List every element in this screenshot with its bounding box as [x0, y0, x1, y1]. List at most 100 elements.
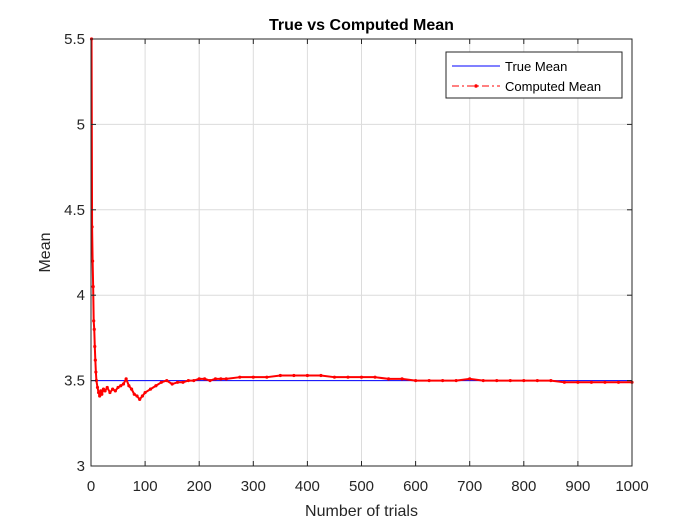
computed-mean-point [332, 375, 337, 379]
computed-mean-point [251, 375, 255, 379]
computed-mean-point [154, 384, 158, 388]
computed-mean-point [111, 387, 115, 391]
computed-mean-point [132, 392, 136, 396]
computed-mean-point [562, 380, 566, 384]
y-tick-label: 5 [77, 116, 85, 133]
computed-mean-point [522, 379, 526, 383]
computed-mean-point [148, 387, 153, 391]
computed-mean-point [92, 319, 96, 323]
x-tick-label: 800 [511, 478, 536, 495]
ticks: 0 100 200 300 400 500 600 700 800 900 1000 3 3.5 4 4.5… [64, 31, 649, 495]
computed-mean-point [113, 389, 117, 393]
computed-mean-point [192, 379, 196, 383]
computed-mean-point [224, 377, 228, 381]
computed-mean-point [616, 380, 621, 384]
computed-mean-point [481, 379, 485, 383]
computed-mean-point [359, 375, 364, 379]
x-tick-label: 1000 [615, 478, 648, 495]
x-tick-label: 100 [133, 478, 158, 495]
computed-mean-point [265, 375, 269, 379]
computed-mean-point [135, 394, 139, 398]
computed-mean-point [95, 385, 100, 390]
computed-mean-point [108, 390, 112, 395]
computed-mean-point [386, 377, 391, 381]
computed-mean-point [103, 389, 107, 393]
computed-mean-point [373, 375, 377, 379]
computed-mean-point [92, 327, 96, 331]
computed-mean-point [96, 390, 101, 395]
legend-box [445, 51, 623, 99]
x-axis-label: Number of trials [305, 503, 418, 520]
computed-mean-point [181, 380, 185, 384]
computed-mean-point [319, 373, 323, 378]
computed-mean-point [495, 379, 499, 383]
legend-computed-mean-marker [474, 84, 478, 88]
computed-mean-point [140, 394, 144, 398]
y-tick-label: 3 [77, 458, 85, 475]
computed-mean-point [93, 358, 97, 362]
computed-mean-point [119, 384, 123, 388]
y-axis-label: Mean [37, 232, 54, 272]
computed-mean-point [603, 380, 607, 384]
x-tick-label: 0 [87, 478, 95, 495]
computed-mean-point [197, 377, 201, 381]
computed-mean-point [175, 380, 180, 384]
computed-mean-point [170, 382, 174, 386]
computed-mean-point [100, 392, 104, 396]
computed-mean-point [219, 377, 223, 381]
y-tick-label: 4 [77, 287, 85, 304]
computed-mean-point [91, 285, 95, 289]
computed-mean-point [549, 379, 553, 383]
x-tick-label: 900 [565, 478, 590, 495]
y-tick-label: 3.5 [64, 373, 85, 390]
series-layer [89, 37, 634, 401]
computed-mean-point [576, 380, 580, 384]
computed-mean-point [535, 379, 539, 383]
computed-mean-point [346, 375, 350, 379]
y-tick-label: 4.5 [64, 202, 85, 219]
computed-mean-point [138, 397, 142, 401]
computed-mean-point [165, 379, 169, 383]
computed-mean-point [129, 387, 134, 391]
computed-mean-point [203, 377, 207, 381]
computed-mean-point [468, 377, 472, 381]
computed-mean-point [159, 380, 163, 384]
legend: True Mean Computed Mean [445, 51, 623, 99]
computed-mean-point [278, 373, 282, 378]
computed-mean-point [143, 390, 147, 395]
computed-mean-point [98, 394, 102, 398]
computed-mean-point [213, 377, 218, 381]
computed-mean-point [94, 370, 98, 374]
x-tick-label: 600 [403, 478, 428, 495]
computed-mean-point [208, 379, 212, 383]
computed-mean-point [508, 379, 512, 383]
computed-mean-point [238, 375, 242, 379]
computed-mean-point [454, 379, 458, 383]
computed-mean-point [94, 379, 99, 383]
computed-mean-point [116, 385, 120, 390]
computed-mean-point [99, 389, 103, 393]
computed-mean-point [124, 377, 128, 381]
x-tick-label: 200 [187, 478, 212, 495]
x-tick-label: 300 [241, 478, 266, 495]
chart-title: True vs Computed Mean [269, 17, 454, 34]
legend-computed-mean-label: Computed Mean [505, 79, 601, 94]
computed-mean-point [105, 385, 109, 390]
computed-mean-point [93, 344, 97, 349]
computed-mean-point [121, 382, 126, 386]
x-tick-label: 500 [349, 478, 374, 495]
computed-mean-point [400, 377, 404, 381]
computed-mean-point [91, 259, 95, 263]
computed-mean-point [441, 379, 445, 383]
computed-mean-point [292, 373, 296, 378]
computed-mean-point [414, 379, 418, 383]
computed-mean-point [305, 373, 309, 378]
computed-mean-point [589, 380, 594, 384]
y-tick-label: 5.5 [64, 31, 85, 48]
computed-mean-point [186, 379, 190, 383]
x-tick-label: 400 [295, 478, 320, 495]
x-tick-label: 700 [457, 478, 482, 495]
computed-mean-point [427, 379, 431, 383]
